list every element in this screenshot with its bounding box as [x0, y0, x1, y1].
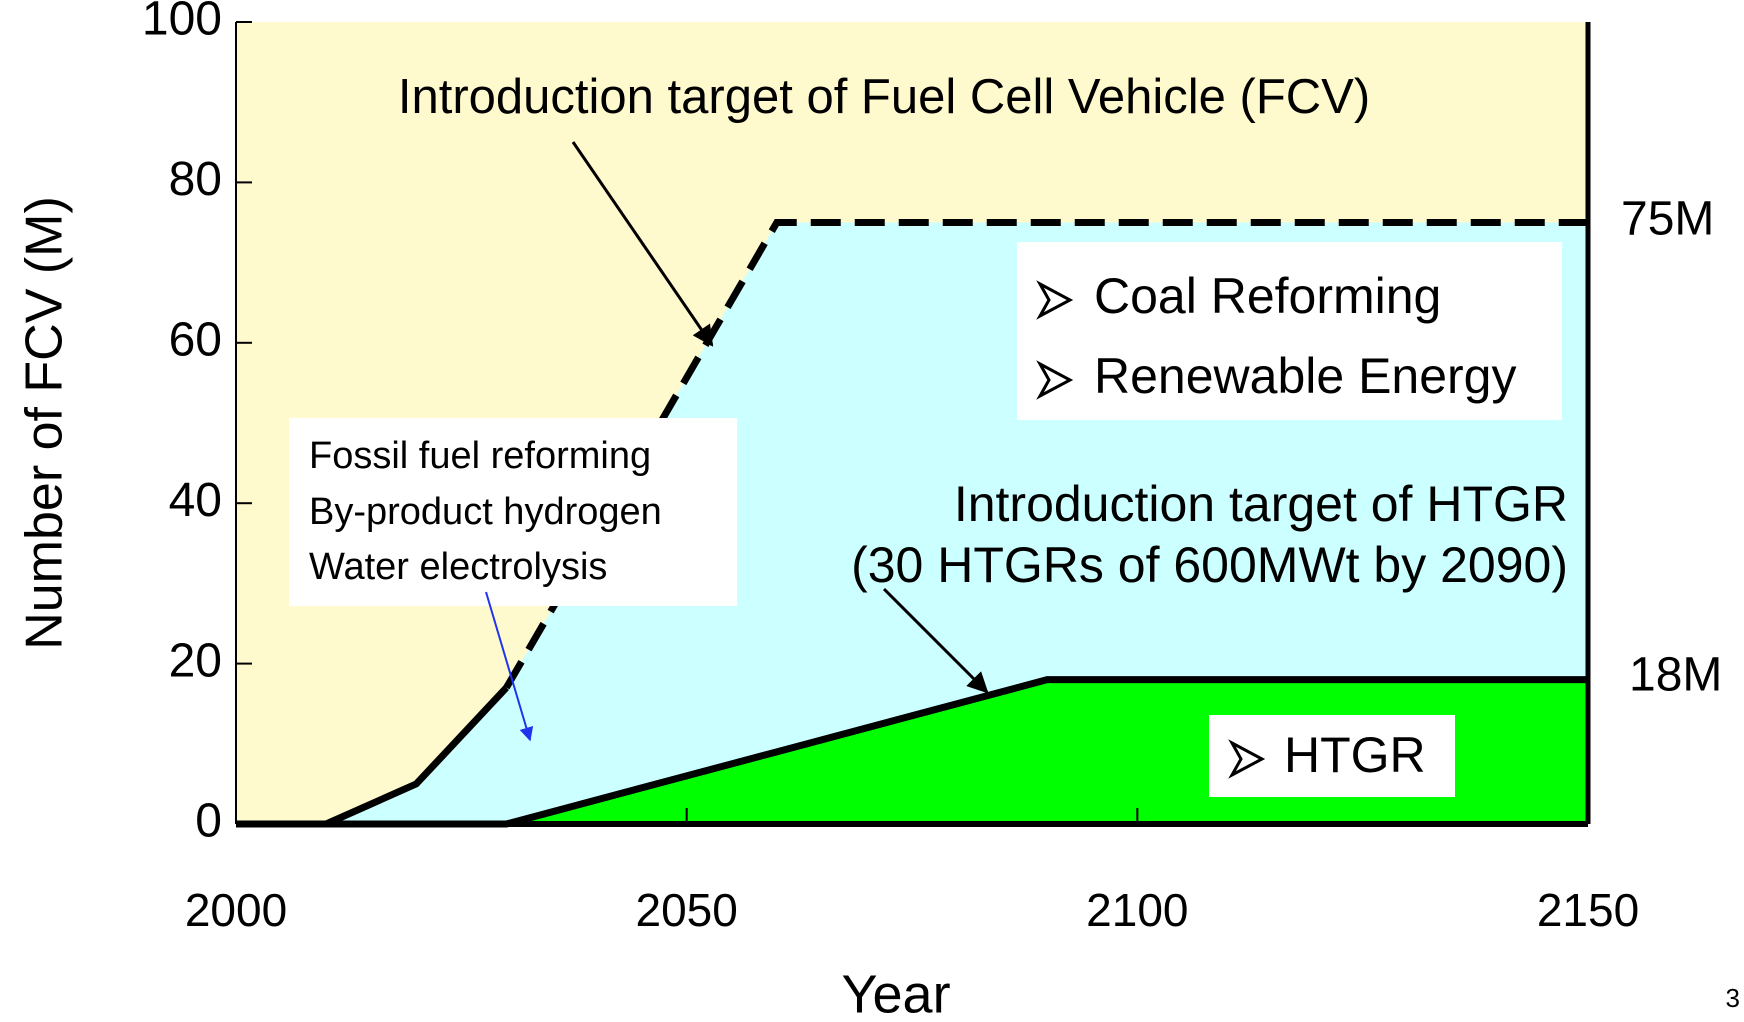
htgr-target-label: Introduction target of HTGR [954, 476, 1568, 532]
y-tick-label: 0 [195, 795, 222, 848]
htgr-label: 18M [1629, 649, 1722, 702]
current-source: Water electrolysis [309, 546, 607, 588]
current-source: Fossil fuel reforming [309, 435, 651, 477]
x-axis-label: Year [841, 964, 950, 1022]
page-number: 3 [1726, 983, 1740, 1013]
y-tick-label: 100 [142, 0, 222, 46]
current-source: By-product hydrogen [309, 491, 662, 533]
future-sources-box [1017, 242, 1562, 420]
y-tick-label: 20 [169, 634, 222, 687]
arrow [571, 141, 714, 347]
future-source: Renewable Energy [1094, 348, 1517, 404]
bullet [1036, 360, 1074, 400]
y-tick-label: 40 [169, 474, 222, 527]
y-tick-label: 60 [169, 313, 222, 366]
htgr-target-label: (30 HTGRs of 600MWt by 2090) [851, 537, 1568, 593]
bullet [1228, 739, 1266, 779]
x-tick-label: 2000 [185, 884, 287, 936]
y-axis-label: Number of FCV (M) [16, 196, 74, 650]
bullet [1036, 280, 1074, 320]
x-tick-label: 2050 [635, 884, 737, 936]
x-tick-label: 2100 [1086, 884, 1188, 936]
x-tick-label: 2150 [1537, 884, 1639, 936]
future-source: Coal Reforming [1094, 268, 1441, 324]
arrow [882, 587, 989, 694]
arrow [485, 591, 534, 742]
current-sources-box [289, 418, 737, 606]
y-tick-label: 80 [169, 153, 222, 206]
htgr-box-label: HTGR [1284, 727, 1426, 783]
fcv-target-label: Introduction target of Fuel Cell Vehicle… [398, 70, 1370, 124]
total-label: 75M [1621, 193, 1714, 246]
